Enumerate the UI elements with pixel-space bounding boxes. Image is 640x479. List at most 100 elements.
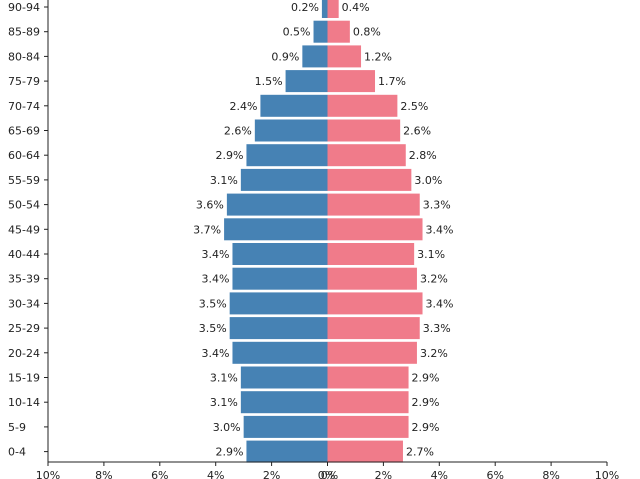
value-label-left-80-84: 0.9% bbox=[271, 50, 299, 63]
bar-right-90-94 bbox=[327, 0, 339, 18]
x-tick-label-10: 8% bbox=[542, 469, 559, 479]
category-label-20-24: 20-24 bbox=[8, 347, 40, 360]
bar-left-5-9 bbox=[243, 415, 328, 438]
value-label-left-55-59: 3.1% bbox=[210, 174, 238, 187]
category-label-10-14: 10-14 bbox=[8, 396, 40, 409]
value-label-left-90-94: 0.2% bbox=[291, 1, 319, 14]
bar-left-50-54 bbox=[226, 193, 328, 216]
x-tick-label-8: 4% bbox=[431, 469, 448, 479]
bar-right-80-84 bbox=[327, 45, 362, 68]
x-tick-label-4: 2% bbox=[263, 469, 280, 479]
value-label-right-35-39: 3.2% bbox=[420, 273, 448, 286]
value-label-right-45-49: 3.4% bbox=[426, 223, 454, 236]
bar-left-10-14 bbox=[240, 391, 328, 414]
value-label-right-5-9: 2.9% bbox=[412, 421, 440, 434]
bar-left-30-34 bbox=[229, 292, 328, 315]
bar-right-85-89 bbox=[327, 20, 350, 43]
value-label-right-15-19: 2.9% bbox=[412, 372, 440, 385]
category-label-35-39: 35-39 bbox=[8, 273, 40, 286]
x-tick-label-0: 10% bbox=[36, 469, 60, 479]
bar-right-15-19 bbox=[327, 366, 409, 389]
value-label-left-35-39: 3.4% bbox=[202, 273, 230, 286]
bar-left-65-69 bbox=[254, 119, 328, 142]
x-tick-label-6: 0% bbox=[321, 469, 338, 479]
category-label-55-59: 55-59 bbox=[8, 174, 40, 187]
category-label-45-49: 45-49 bbox=[8, 223, 40, 236]
category-label-40-44: 40-44 bbox=[8, 248, 40, 261]
value-label-left-45-49: 3.7% bbox=[193, 223, 221, 236]
category-label-70-74: 70-74 bbox=[8, 100, 40, 113]
bar-right-70-74 bbox=[327, 94, 398, 117]
category-label-30-34: 30-34 bbox=[8, 297, 40, 310]
x-tick-label-1: 8% bbox=[95, 469, 112, 479]
value-label-left-65-69: 2.6% bbox=[224, 125, 252, 138]
value-label-left-20-24: 3.4% bbox=[202, 347, 230, 360]
x-tick-label-11: 10% bbox=[595, 469, 619, 479]
value-label-left-5-9: 3.0% bbox=[213, 421, 241, 434]
value-label-left-85-89: 0.5% bbox=[283, 26, 311, 39]
bar-right-30-34 bbox=[327, 292, 423, 315]
value-label-right-85-89: 0.8% bbox=[353, 26, 381, 39]
value-label-left-75-79: 1.5% bbox=[255, 75, 283, 88]
value-label-right-90-94: 0.4% bbox=[342, 1, 370, 14]
value-label-right-20-24: 3.2% bbox=[420, 347, 448, 360]
bar-left-60-64 bbox=[246, 144, 328, 167]
category-label-75-79: 75-79 bbox=[8, 75, 40, 88]
x-tick-label-5: 0% bbox=[318, 469, 335, 479]
category-label-90-94: 90-94 bbox=[8, 1, 40, 14]
bar-right-0-4 bbox=[327, 440, 403, 463]
value-label-right-55-59: 3.0% bbox=[414, 174, 442, 187]
bar-right-20-24 bbox=[327, 341, 417, 364]
x-tick-label-2: 6% bbox=[151, 469, 168, 479]
bar-right-75-79 bbox=[327, 70, 376, 93]
value-label-right-30-34: 3.4% bbox=[426, 297, 454, 310]
bar-right-25-29 bbox=[327, 317, 420, 340]
x-tick-label-7: 2% bbox=[375, 469, 392, 479]
value-label-left-60-64: 2.9% bbox=[215, 149, 243, 162]
value-label-right-60-64: 2.8% bbox=[409, 149, 437, 162]
bar-right-5-9 bbox=[327, 415, 409, 438]
bar-left-35-39 bbox=[232, 267, 328, 290]
value-label-right-75-79: 1.7% bbox=[378, 75, 406, 88]
bar-left-75-79 bbox=[285, 70, 328, 93]
value-label-left-40-44: 3.4% bbox=[202, 248, 230, 261]
bar-right-55-59 bbox=[327, 168, 412, 191]
bar-left-90-94 bbox=[321, 0, 328, 18]
bar-left-85-89 bbox=[313, 20, 328, 43]
bar-left-80-84 bbox=[302, 45, 328, 68]
bar-right-65-69 bbox=[327, 119, 401, 142]
value-label-right-10-14: 2.9% bbox=[412, 396, 440, 409]
bar-right-50-54 bbox=[327, 193, 420, 216]
bar-left-45-49 bbox=[224, 218, 328, 241]
bar-left-15-19 bbox=[240, 366, 328, 389]
category-label-15-19: 15-19 bbox=[8, 372, 40, 385]
value-label-left-0-4: 2.9% bbox=[215, 446, 243, 459]
x-tick-label-9: 6% bbox=[486, 469, 503, 479]
bar-right-40-44 bbox=[327, 243, 415, 265]
category-label-50-54: 50-54 bbox=[8, 199, 40, 212]
bar-left-55-59 bbox=[240, 168, 328, 191]
value-label-right-65-69: 2.6% bbox=[403, 125, 431, 138]
value-label-left-30-34: 3.5% bbox=[199, 297, 227, 310]
bar-left-0-4 bbox=[246, 440, 328, 463]
value-label-right-70-74: 2.5% bbox=[400, 100, 428, 113]
category-label-80-84: 80-84 bbox=[8, 50, 40, 63]
bar-left-70-74 bbox=[260, 94, 328, 117]
category-label-0-4: 0-4 bbox=[8, 446, 26, 459]
value-label-right-50-54: 3.3% bbox=[423, 199, 451, 212]
bar-left-40-44 bbox=[232, 243, 328, 265]
value-label-left-15-19: 3.1% bbox=[210, 372, 238, 385]
bar-right-35-39 bbox=[327, 267, 417, 290]
category-label-5-9: 5-9 bbox=[8, 421, 26, 434]
value-label-right-80-84: 1.2% bbox=[364, 50, 392, 63]
value-label-right-0-4: 2.7% bbox=[406, 446, 434, 459]
value-label-left-25-29: 3.5% bbox=[199, 322, 227, 335]
category-label-85-89: 85-89 bbox=[8, 26, 40, 39]
bar-right-60-64 bbox=[327, 144, 406, 167]
bar-left-25-29 bbox=[229, 317, 328, 340]
value-label-left-70-74: 2.4% bbox=[229, 100, 257, 113]
value-label-left-50-54: 3.6% bbox=[196, 199, 224, 212]
x-tick-label-3: 4% bbox=[207, 469, 224, 479]
category-label-60-64: 60-64 bbox=[8, 149, 40, 162]
